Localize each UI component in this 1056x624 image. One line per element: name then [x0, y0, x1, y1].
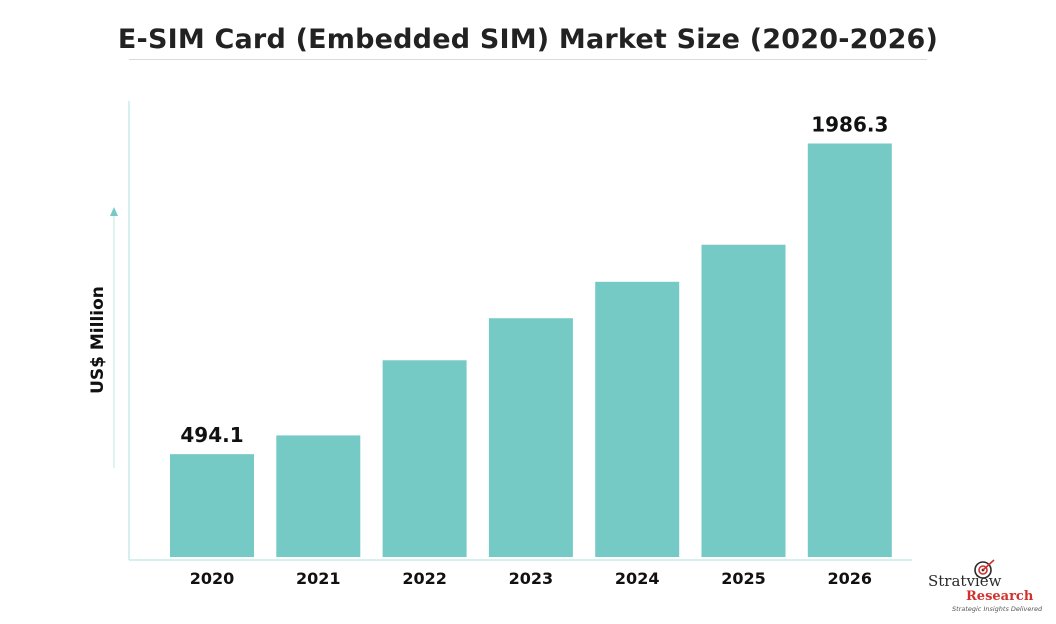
- bar-2020: [170, 454, 254, 557]
- x-tick-label-2020: 2020: [190, 569, 235, 588]
- bar-2025: [701, 244, 786, 557]
- x-tick-label-2024: 2024: [615, 569, 660, 588]
- logo-tagline: Strategic Insights Delivered: [952, 605, 1043, 613]
- bar-2024: [595, 281, 680, 557]
- x-tick-label-2023: 2023: [509, 569, 554, 588]
- x-tick-label-2021: 2021: [296, 569, 341, 588]
- bar-2022: [382, 360, 467, 557]
- y-axis-label: US$ Million: [88, 286, 108, 394]
- title-divider: [129, 59, 927, 60]
- data-label-2020: 494.1: [180, 423, 243, 447]
- chart-title: E-SIM Card (Embedded SIM) Market Size (2…: [117, 24, 939, 55]
- bar-2026: [807, 143, 892, 557]
- data-label-2026: 1986.3: [811, 113, 888, 137]
- bar-2021: [276, 435, 361, 557]
- logo-name-research: Research: [966, 589, 1034, 604]
- y-axis-arrow-head: [110, 207, 118, 216]
- logo-name-stratview: Stratview: [928, 572, 1002, 590]
- x-tick-label-2025: 2025: [721, 569, 766, 588]
- stratview-logo: Stratview Research Strategic Insights De…: [928, 558, 1042, 614]
- x-tick-label-2026: 2026: [828, 569, 873, 588]
- bar-2023: [488, 318, 573, 557]
- target-icon: [974, 559, 995, 579]
- x-tick-label-2022: 2022: [402, 569, 447, 588]
